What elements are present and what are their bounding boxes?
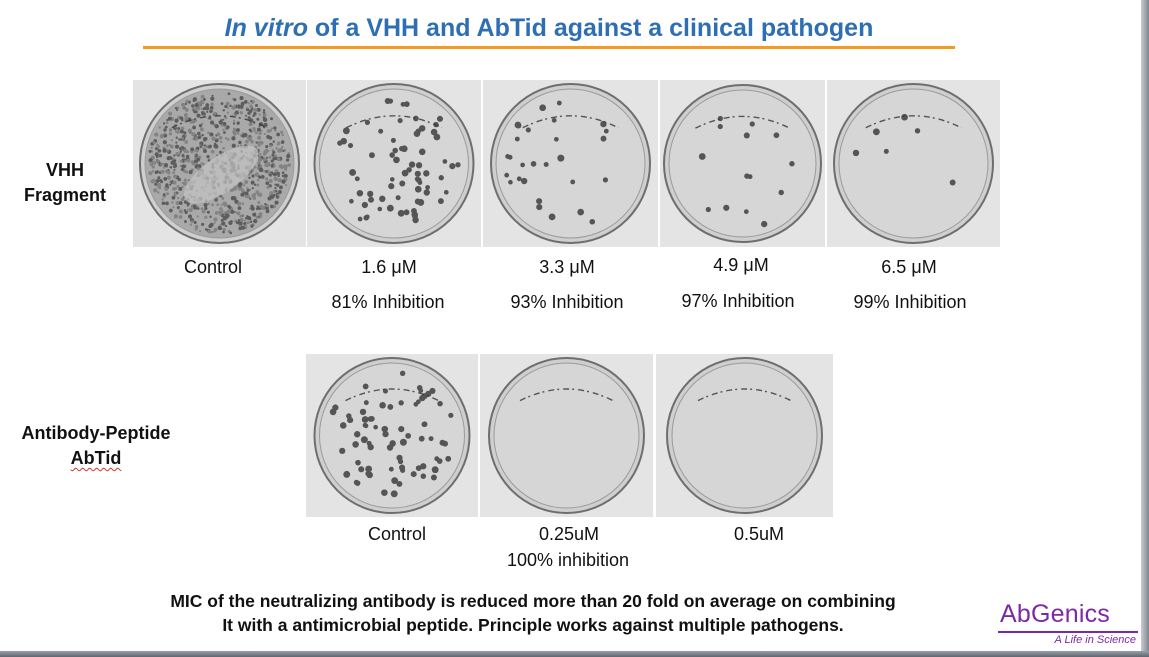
vhh-label-line1: VHH — [45, 160, 84, 180]
petri-dish-graphic — [833, 83, 994, 244]
abtid-plate-control — [306, 354, 478, 517]
petri-dish-graphic — [313, 83, 475, 244]
abtid-plate-1 — [480, 354, 653, 517]
vhh-dose-3: 4.9 μM — [713, 255, 769, 275]
title-italic: In vitro — [224, 14, 308, 42]
vhh-row-label: VHH Fragment — [10, 158, 120, 208]
footer-summary: MIC of the neutralizing antibody is redu… — [100, 589, 966, 637]
petri-dish-graphic — [490, 83, 651, 244]
abtid-inhibition-1: 100% inhibition — [506, 550, 630, 570]
vhh-plate-control — [133, 80, 306, 247]
vhh-inhibition-1: 81% Inhibition — [331, 292, 445, 312]
abtid-dose-control: Control — [367, 524, 427, 544]
slide-frame-bottom — [0, 651, 1149, 657]
vhh-plate-3 — [660, 80, 825, 247]
vhh-inhibition-4: 99% Inhibition — [853, 292, 967, 312]
petri-dish-graphic — [663, 84, 822, 243]
title-underline — [143, 46, 955, 49]
petri-dish-graphic — [139, 83, 300, 244]
vhh-plate-4 — [827, 80, 1000, 247]
slide-title: In vitro of a VHH and AbTid against a cl… — [143, 14, 955, 43]
abtid-row-label: Antibody-Peptide AbTid — [8, 421, 184, 471]
abtid-dose-1: 0.25uM — [538, 524, 600, 544]
logo-underline — [998, 631, 1138, 633]
slide-frame-right — [1141, 0, 1149, 657]
vhh-dose-1: 1.6 μM — [361, 257, 417, 277]
vhh-inhibition-3: 97% Inhibition — [681, 291, 795, 311]
vhh-dose-2: 3.3 μM — [539, 257, 595, 277]
vhh-inhibition-2: 93% Inhibition — [510, 292, 624, 312]
abtid-label-text: AbTid — [70, 448, 122, 468]
footer-line2: It with a antimicrobial peptide. Princip… — [222, 615, 844, 635]
petri-dish-graphic — [488, 357, 645, 514]
title-rest: of a VHH and AbTid against a clinical pa… — [307, 14, 874, 42]
abtid-dose-2: 0.5uM — [733, 524, 785, 544]
petri-dish-graphic — [666, 357, 823, 514]
vhh-label-line2: Fragment — [23, 185, 106, 205]
abgenics-logo: AbGenics A Life in Science — [994, 600, 1140, 650]
logo-tagline: A Life in Science — [1054, 634, 1136, 646]
vhh-plate-1 — [307, 80, 481, 247]
footer-line1: MIC of the neutralizing antibody is redu… — [170, 591, 896, 611]
vhh-plate-2 — [483, 80, 658, 247]
abtid-label-line2: AbTid — [8, 446, 184, 471]
logo-wordmark: AbGenics — [1000, 600, 1110, 628]
petri-dish-graphic — [313, 357, 471, 514]
vhh-dose-4: 6.5 μM — [881, 257, 937, 277]
vhh-dose-control: Control — [183, 257, 243, 277]
abtid-label-line1: Antibody-Peptide — [21, 423, 171, 443]
abtid-plate-2 — [656, 354, 833, 517]
